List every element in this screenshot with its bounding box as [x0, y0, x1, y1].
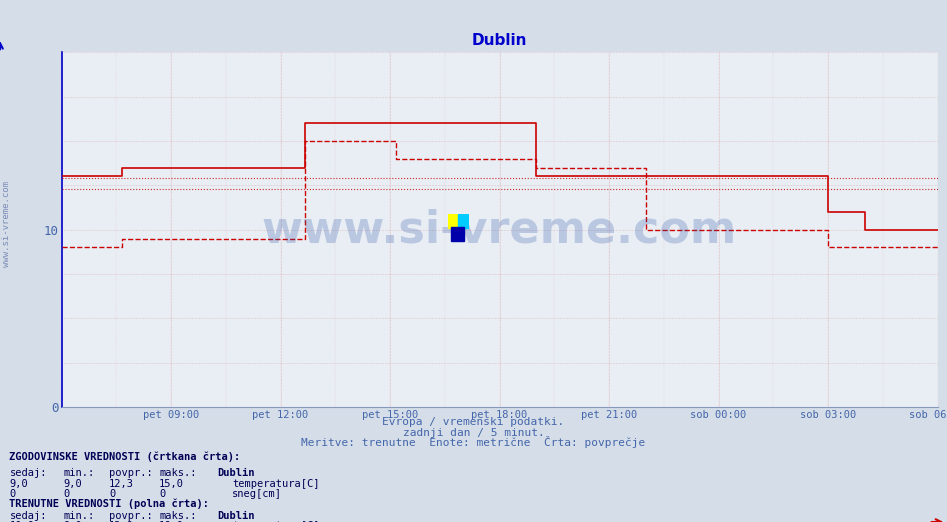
Text: sneg[cm]: sneg[cm] [232, 489, 282, 499]
Bar [458, 214, 469, 229]
Text: povpr.:: povpr.: [109, 468, 152, 478]
Text: 12,3: 12,3 [109, 479, 134, 489]
Text: min.:: min.: [63, 468, 95, 478]
Text: Meritve: trenutne  Enote: metrične  Črta: povprečje: Meritve: trenutne Enote: metrične Črta: … [301, 436, 646, 448]
Text: 10,0: 10,0 [9, 521, 34, 522]
Text: 15,0: 15,0 [159, 479, 184, 489]
Text: 9,0: 9,0 [63, 479, 82, 489]
Text: 12,9: 12,9 [109, 521, 134, 522]
Text: 0: 0 [63, 489, 70, 499]
Text: temperatura[C]: temperatura[C] [232, 521, 319, 522]
Text: min.:: min.: [63, 511, 95, 521]
Text: 16,0: 16,0 [159, 521, 184, 522]
Bar [448, 214, 458, 229]
Text: maks.:: maks.: [159, 468, 197, 478]
Text: temperatura[C]: temperatura[C] [232, 479, 319, 489]
Text: sedaj:: sedaj: [9, 511, 47, 521]
Text: TRENUTNE VREDNOSTI (polna črta):: TRENUTNE VREDNOSTI (polna črta): [9, 499, 209, 509]
Text: 0: 0 [9, 489, 16, 499]
Text: sedaj:: sedaj: [9, 468, 47, 478]
Text: 0: 0 [159, 489, 166, 499]
Text: www.si-vreme.com: www.si-vreme.com [2, 182, 11, 267]
Text: Evropa / vremenski podatki.: Evropa / vremenski podatki. [383, 418, 564, 428]
Text: zadnji dan / 5 minut.: zadnji dan / 5 minut. [402, 428, 545, 438]
Text: povpr.:: povpr.: [109, 511, 152, 521]
Text: www.si-vreme.com: www.si-vreme.com [262, 208, 737, 251]
Text: 9,0: 9,0 [9, 479, 28, 489]
Text: ZGODOVINSKE VREDNOSTI (črtkana črta):: ZGODOVINSKE VREDNOSTI (črtkana črta): [9, 452, 241, 462]
Text: 0: 0 [109, 489, 116, 499]
Bar [451, 227, 464, 241]
Text: Dublin: Dublin [217, 468, 255, 478]
Text: maks.:: maks.: [159, 511, 197, 521]
Title: Dublin: Dublin [472, 33, 527, 48]
Text: 9,0: 9,0 [63, 521, 82, 522]
Text: Dublin: Dublin [217, 511, 255, 521]
